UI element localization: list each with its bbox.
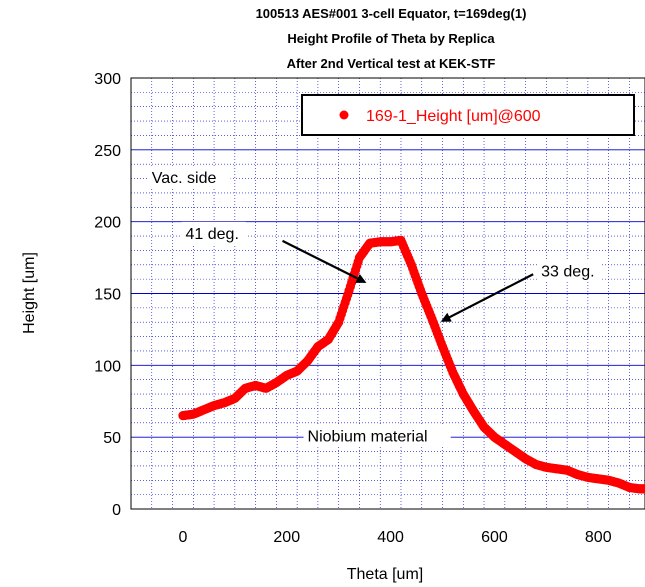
x-tick-label: 400: [377, 529, 404, 546]
y-tick-label: 150: [94, 287, 121, 304]
x-tick-label: 800: [585, 529, 612, 546]
y-tick-label: 200: [94, 215, 121, 232]
data-point: [640, 484, 645, 494]
chart-title-line-1: 100513 AES#001 3-cell Equator, t=169deg(…: [256, 6, 527, 21]
annotation-label: 41 deg.: [186, 226, 239, 243]
legend-label: 169-1_Height [um]@600: [366, 108, 541, 125]
x-tick-label: 200: [273, 529, 300, 546]
legend-marker: [339, 110, 349, 120]
annotation-background: [303, 424, 451, 447]
annotation-background: [147, 165, 231, 188]
legend-box: [301, 94, 635, 136]
x-tick-label: 0: [178, 529, 187, 546]
annotation-label: Niobium material: [308, 428, 428, 445]
chart-title-line-2: Height Profile of Theta by Replica: [287, 31, 495, 46]
annotation-background: [537, 259, 602, 282]
y-tick-label: 0: [112, 502, 121, 519]
y-tick-label: 50: [103, 430, 121, 447]
legend: 169-1_Height [um]@600: [301, 94, 635, 136]
y-tick-label: 100: [94, 358, 121, 375]
y-axis-label: Height [um]: [21, 252, 38, 334]
annotations: Vac. side 41 deg. 33 deg. Niobium material: [147, 165, 602, 447]
tick-labels: 0 50 100 150 200 250 300 0 200 400 600 800: [94, 71, 611, 546]
annotation-arrow: [440, 273, 534, 322]
annotation-label: 33 deg.: [541, 263, 594, 280]
annotation-label: Vac. side: [152, 170, 217, 187]
x-axis-label: Theta [um]: [347, 566, 423, 583]
annotation-background: [181, 221, 246, 244]
y-tick-label: 250: [94, 143, 121, 160]
chart-title-line-3: After 2nd Vertical test at KEK-STF: [287, 56, 496, 71]
plot-area-frame: [130, 77, 645, 510]
x-tick-label: 600: [481, 529, 508, 546]
annotation-arrow: [282, 239, 367, 283]
y-tick-label: 300: [94, 71, 121, 88]
data-series: [178, 235, 645, 494]
